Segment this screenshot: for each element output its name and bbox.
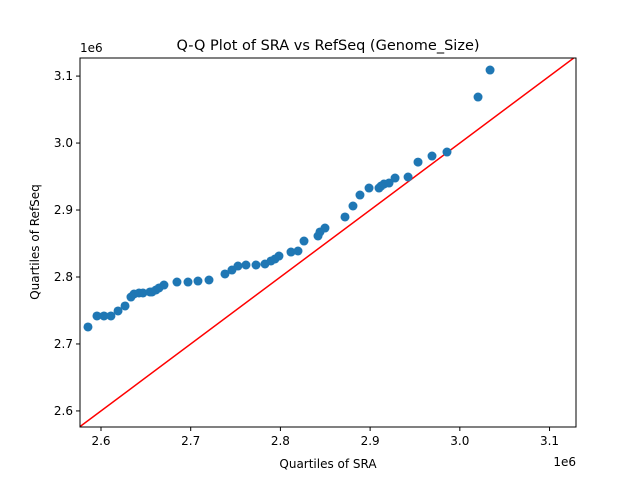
data-point xyxy=(138,288,148,298)
data-point xyxy=(390,173,400,183)
data-point xyxy=(83,322,93,332)
data-point xyxy=(120,301,130,311)
x-tick-label: 3.0 xyxy=(450,434,469,448)
data-point xyxy=(251,260,261,270)
x-axis-label: Quartiles of SRA xyxy=(279,457,377,471)
data-point xyxy=(183,277,193,287)
data-point xyxy=(473,92,483,102)
data-point xyxy=(92,311,102,321)
chart-title: Q-Q Plot of SRA vs RefSeq (Genome_Size) xyxy=(176,38,479,54)
y-tick-label: 3.0 xyxy=(54,136,73,150)
reference-line xyxy=(80,58,576,427)
x-tick-label: 2.9 xyxy=(361,434,380,448)
x-tick-label: 3.1 xyxy=(540,434,559,448)
data-point xyxy=(442,147,452,157)
data-point xyxy=(172,277,182,287)
x-tick-label: 2.7 xyxy=(181,434,200,448)
y-axis-label: Quartiles of RefSeq xyxy=(28,184,42,300)
data-point xyxy=(340,212,350,222)
data-point xyxy=(364,183,374,193)
data-point xyxy=(355,190,365,200)
y-offset-label: 1e6 xyxy=(80,41,103,55)
data-point xyxy=(293,246,303,256)
x-offset-label: 1e6 xyxy=(553,455,576,469)
data-point xyxy=(403,172,413,182)
y-tick-label: 3.1 xyxy=(54,69,73,83)
data-point xyxy=(204,275,214,285)
data-point xyxy=(286,247,296,257)
data-point xyxy=(413,157,423,167)
data-point xyxy=(348,201,358,211)
plot-frame xyxy=(79,57,577,428)
x-tick-label: 2.8 xyxy=(271,434,290,448)
y-tick-label: 2.8 xyxy=(54,270,73,284)
y-tick-label: 2.9 xyxy=(54,203,73,217)
data-point xyxy=(241,260,251,270)
data-point xyxy=(384,178,394,188)
data-point xyxy=(159,280,169,290)
data-point xyxy=(220,269,230,279)
data-point xyxy=(233,261,243,271)
data-point xyxy=(299,236,309,246)
data-point xyxy=(427,151,437,161)
data-point xyxy=(106,311,116,321)
data-point xyxy=(320,223,330,233)
data-point xyxy=(113,306,123,316)
y-tick-label: 2.6 xyxy=(54,404,73,418)
y-tick-label: 2.7 xyxy=(54,337,73,351)
data-point xyxy=(274,251,284,261)
x-tick-label: 2.6 xyxy=(91,434,110,448)
data-point xyxy=(193,276,203,286)
data-point xyxy=(99,311,109,321)
data-point xyxy=(485,65,495,75)
